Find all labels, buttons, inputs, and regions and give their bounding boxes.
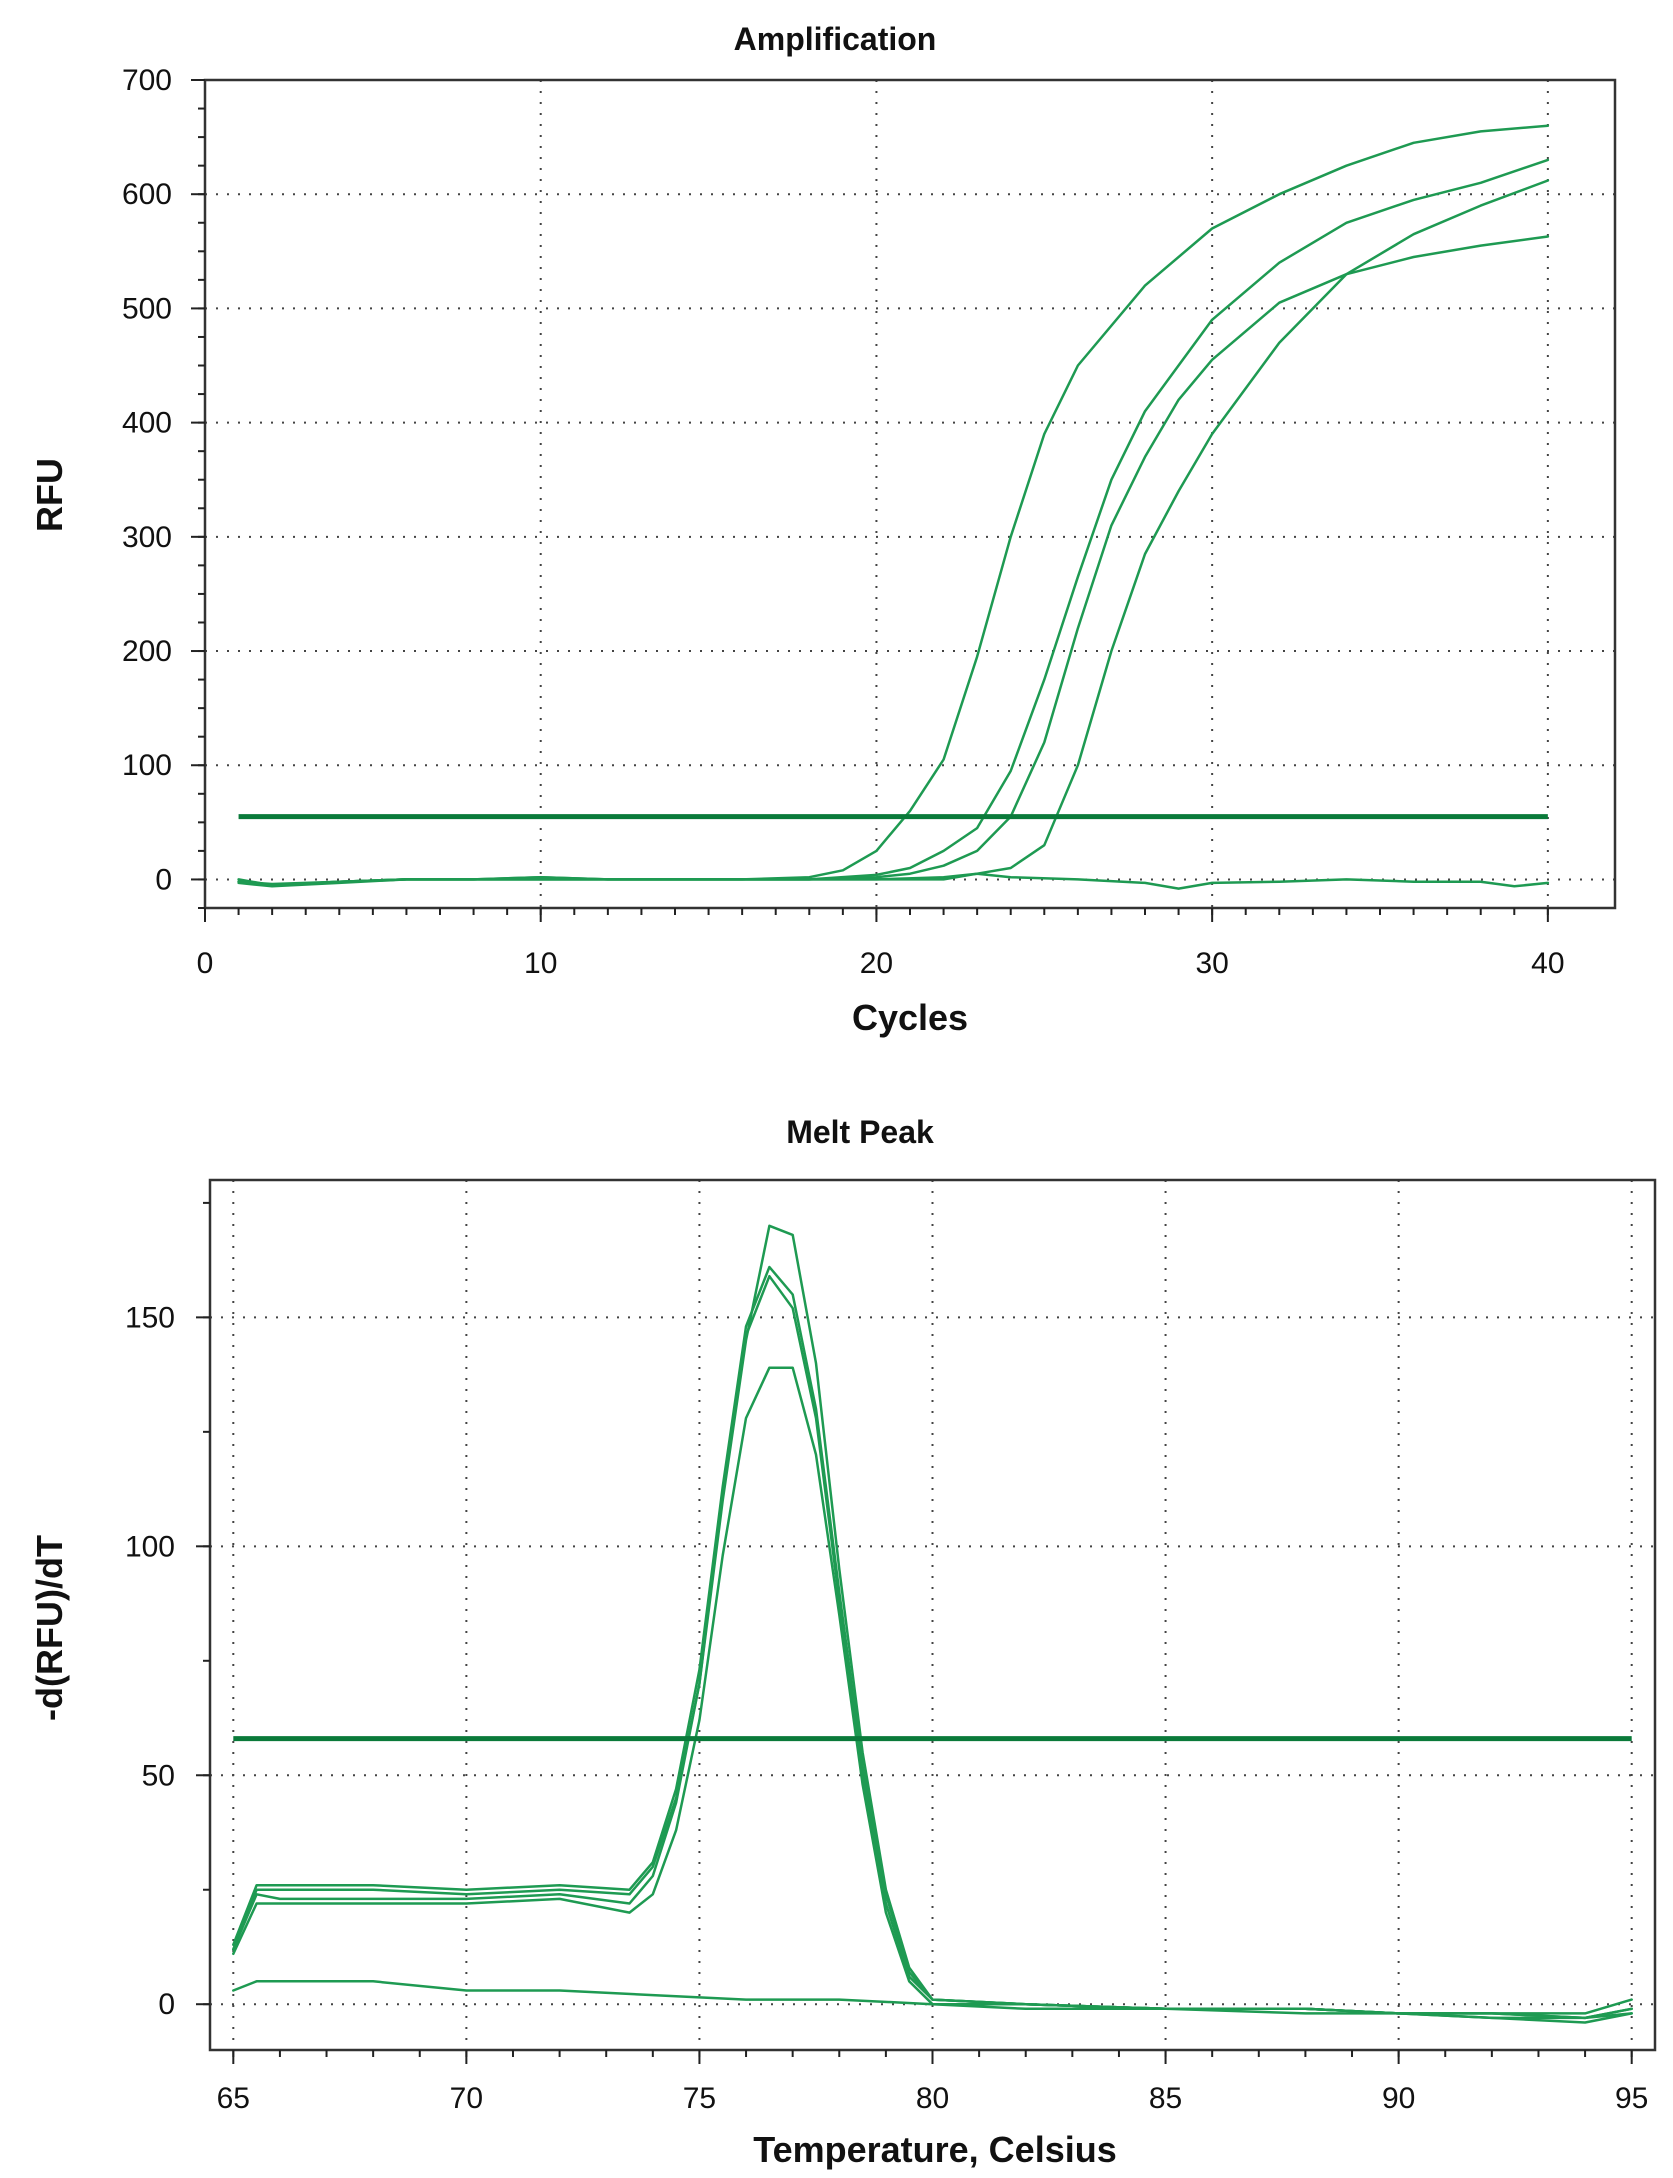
series-line-2 xyxy=(237,158,1550,886)
series-line-3 xyxy=(232,1274,1633,2020)
grid-lines xyxy=(210,1180,1655,2050)
x-tick-label: 0 xyxy=(197,947,214,980)
y-tick-label: 700 xyxy=(122,64,172,97)
x-tick-label: 95 xyxy=(1615,2082,1648,2115)
x-tick-label: 40 xyxy=(1531,947,1564,980)
x-tick-label: 10 xyxy=(524,947,557,980)
x-tick-label: 70 xyxy=(450,2082,483,2115)
x-axis-label: Temperature, Celsius xyxy=(753,2129,1116,2170)
series-group xyxy=(237,124,1550,890)
x-tick-label: 85 xyxy=(1149,2082,1182,2115)
y-axis-label: RFU xyxy=(29,458,70,532)
y-tick-label: 0 xyxy=(155,863,172,896)
y-tick-label: 200 xyxy=(122,635,172,668)
chart-title: Amplification xyxy=(734,21,937,57)
tick-labels: 65 70 75 80 85 90 95 0 50 100 150 xyxy=(125,1301,1648,2115)
series-line-4 xyxy=(237,179,1550,887)
y-tick-label: 100 xyxy=(122,749,172,782)
series-line-5 xyxy=(237,872,1550,890)
x-tick-label: 30 xyxy=(1195,947,1228,980)
melt-peak-chart: Melt Peak 65 70 75 80 85 90 95 0 50 100 150 Temper… xyxy=(29,1114,1657,2170)
series-line-4 xyxy=(232,1366,1633,2015)
x-tick-label: 80 xyxy=(916,2082,949,2115)
plot-frame xyxy=(208,1178,1657,2052)
y-tick-label: 600 xyxy=(122,178,172,211)
y-tick-label: 150 xyxy=(125,1301,175,1334)
amplification-chart: Amplification 0 10 20 30 4001002003004005006… xyxy=(29,21,1617,1038)
axis-ticks xyxy=(196,1201,1633,2064)
x-tick-label: 75 xyxy=(683,2082,716,2115)
y-axis-label: -d(RFU)/dT xyxy=(29,1535,70,1721)
axis-ticks xyxy=(191,79,1549,922)
y-tick-label: 0 xyxy=(158,1988,175,2021)
x-tick-label: 65 xyxy=(217,2082,250,2115)
chart-title: Melt Peak xyxy=(786,1114,934,1150)
series-line-1 xyxy=(237,124,1550,887)
y-tick-label: 100 xyxy=(125,1530,175,1563)
y-tick-label: 50 xyxy=(142,1759,175,1792)
series-line-5 xyxy=(232,1980,1633,2020)
x-tick-label: 90 xyxy=(1382,2082,1415,2115)
y-tick-label: 400 xyxy=(122,407,172,440)
y-tick-label: 500 xyxy=(122,292,172,325)
y-tick-label: 300 xyxy=(122,521,172,554)
series-group xyxy=(232,1224,1633,2024)
series-line-3 xyxy=(237,235,1550,888)
x-tick-label: 20 xyxy=(860,947,893,980)
x-axis-label: Cycles xyxy=(852,997,968,1038)
